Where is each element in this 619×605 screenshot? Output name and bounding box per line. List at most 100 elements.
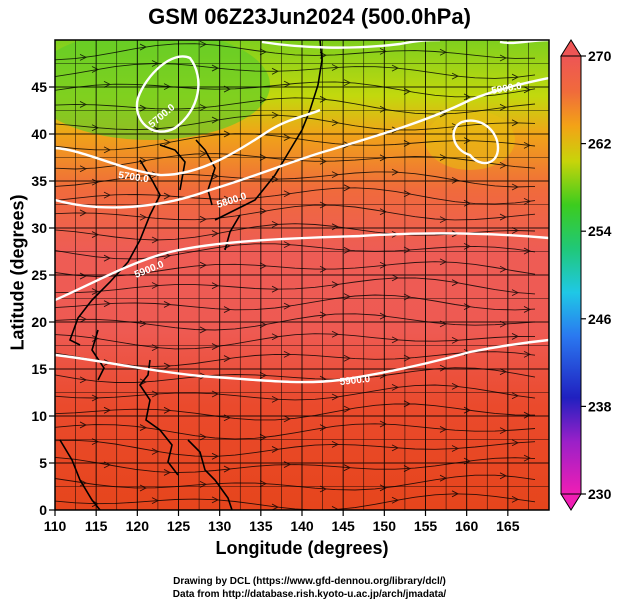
- streamline-arrow: [211, 230, 220, 237]
- streamline-arrow: [523, 197, 532, 205]
- streamline-arrow: [391, 444, 400, 452]
- streamline-arrow: [91, 66, 100, 73]
- streamline-arrow: [451, 382, 460, 390]
- streamline-arrow: [211, 343, 220, 350]
- x-tick-label: 140: [290, 518, 314, 534]
- streamline-arrow: [379, 484, 388, 492]
- streamline-arrow: [343, 405, 352, 413]
- streamline-arrow: [139, 484, 148, 492]
- streamline-arrow: [499, 320, 508, 328]
- streamline-arrow: [211, 116, 220, 124]
- x-tick-label: 150: [373, 518, 397, 534]
- streamline-arrow: [283, 302, 292, 310]
- streamline-arrow: [283, 415, 292, 423]
- streamline-arrow: [499, 161, 508, 169]
- streamline-arrow: [331, 64, 340, 71]
- streamline-arrow: [139, 269, 148, 277]
- streamline-arrow: [343, 354, 352, 362]
- contour-label: 5900.0: [491, 81, 523, 97]
- streamline-arrow: [391, 336, 400, 344]
- streamline-arrow: [499, 472, 508, 480]
- streamline-arrow: [259, 154, 268, 161]
- streamline-arrow: [139, 213, 148, 221]
- streamline-arrow: [271, 503, 280, 510]
- colorbar-tick-label: 230: [588, 486, 612, 502]
- streamline-arrow: [499, 213, 508, 221]
- streamline-arrow: [223, 130, 232, 138]
- streamline-arrow: [499, 427, 508, 435]
- streamline-arrow: [211, 172, 220, 180]
- wind-streamline: [55, 243, 536, 260]
- streamline-arrow: [403, 140, 412, 147]
- streamline-arrow: [451, 176, 460, 184]
- streamline-arrow: [523, 454, 532, 462]
- streamline-arrow: [331, 171, 340, 179]
- streamline-arrow: [403, 400, 412, 408]
- wind-streamline: [55, 277, 536, 295]
- cold-region-northwest: [55, 40, 270, 140]
- streamline-arrow: [511, 392, 520, 400]
- streamline-arrow: [223, 85, 232, 93]
- streamline-arrow: [283, 241, 292, 249]
- streamline-arrow: [319, 157, 328, 165]
- streamline-arrow: [463, 242, 472, 250]
- streamline-arrow: [463, 137, 472, 145]
- wind-streamline: [55, 439, 536, 457]
- wind-streamline: [55, 456, 536, 474]
- streamline-arrow: [103, 406, 112, 414]
- streamline-arrow: [151, 236, 160, 244]
- streamline-arrow: [199, 215, 208, 223]
- streamline-arrow: [439, 474, 448, 482]
- streamline-arrow: [439, 426, 448, 433]
- streamline-arrow: [391, 64, 400, 72]
- x-axis-label: Longitude (degrees): [215, 538, 389, 558]
- streamline-arrow: [343, 293, 352, 301]
- wind-streamline: [55, 474, 536, 491]
- streamline-arrow: [223, 355, 232, 362]
- x-tick-label: 120: [126, 518, 150, 534]
- streamline-arrow: [139, 157, 148, 165]
- streamline-arrow: [331, 119, 340, 127]
- streamline-arrow: [211, 496, 220, 504]
- streamline-arrow: [223, 414, 232, 422]
- streamline-arrow: [463, 303, 472, 311]
- streamline-arrow: [379, 208, 388, 216]
- streamline-arrow: [139, 424, 148, 431]
- streamline-arrow: [319, 51, 328, 59]
- streamline-arrow: [379, 47, 388, 55]
- y-tick-label: 25: [31, 267, 47, 283]
- streamline-arrow: [403, 190, 412, 198]
- y-tick-label: 0: [39, 502, 47, 518]
- streamline-arrow: [259, 480, 268, 488]
- streamline-arrow: [151, 344, 160, 352]
- streamline-arrow: [511, 439, 520, 447]
- wind-streamline: [55, 313, 536, 331]
- streamline-arrow: [199, 150, 208, 158]
- streamline-arrow: [463, 457, 472, 465]
- x-tick-label: 155: [414, 518, 438, 534]
- streamline-arrow: [79, 53, 88, 61]
- y-tick-label: 35: [31, 173, 47, 189]
- wind-streamline: [55, 171, 536, 188]
- streamline-arrow: [91, 438, 100, 446]
- x-tick-label: 160: [455, 518, 479, 534]
- streamline-arrow: [151, 497, 160, 505]
- streamline-arrow: [199, 104, 208, 111]
- streamline-arrow: [223, 306, 232, 313]
- streamline-arrow: [511, 495, 520, 503]
- streamline-arrow: [259, 321, 268, 329]
- streamline-arrow: [283, 80, 292, 88]
- streamline-arrow: [403, 354, 412, 362]
- streamline-arrow: [499, 103, 508, 111]
- streamline-arrow: [379, 154, 388, 162]
- streamline-arrow: [259, 48, 268, 56]
- streamline-arrow: [79, 421, 88, 429]
- wind-streamline: [55, 114, 536, 131]
- y-axis-label: Latitude (degrees): [7, 194, 28, 351]
- contour-label: 5900.0: [339, 374, 371, 388]
- streamline-arrow: [463, 199, 472, 207]
- wind-streamline: [55, 187, 536, 205]
- streamline-arrow: [343, 79, 352, 87]
- x-tick-label: 145: [331, 518, 355, 534]
